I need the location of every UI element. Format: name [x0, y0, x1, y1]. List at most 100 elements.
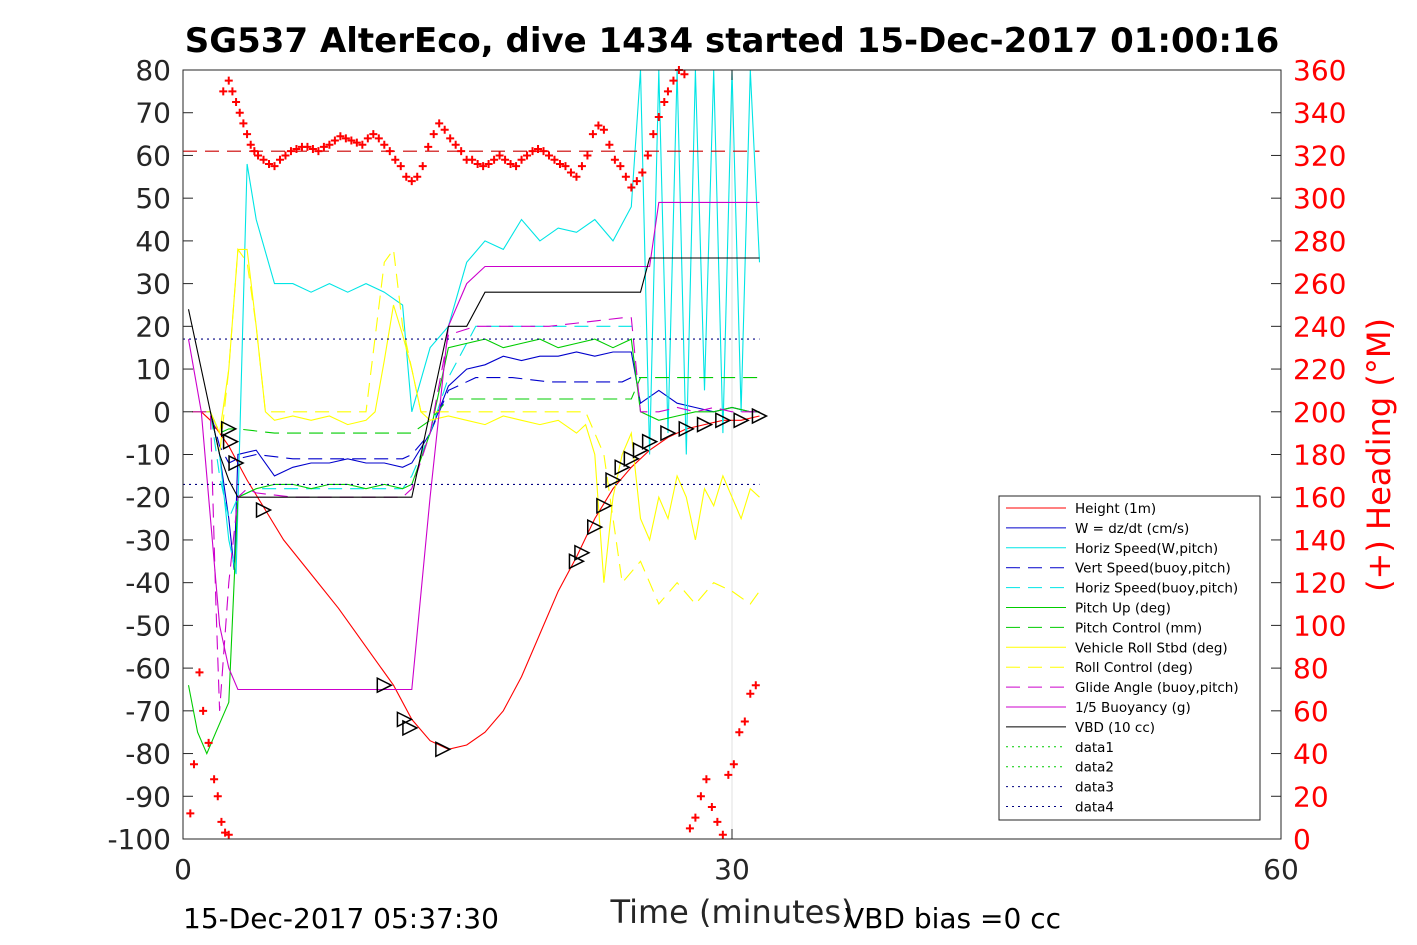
- dive-marker: [641, 433, 659, 450]
- right-tick-label: 240: [1293, 310, 1346, 343]
- heading-point: [407, 177, 416, 186]
- vbd-bias-label: VBD bias =0 cc: [845, 902, 1061, 935]
- legend-label: Glide Angle (buoy,pitch): [1075, 680, 1239, 696]
- dive-marker: [376, 676, 393, 694]
- heading-point: [517, 155, 526, 164]
- heading-point: [186, 809, 195, 818]
- right-axis-label: (+) Heading (°M): [1360, 318, 1398, 592]
- left-axis: 80 70 60 50 40 30 20 10 0 -10 -20 -30 -40 -50 -60 -70 -8…: [107, 54, 1281, 856]
- dive-marker: [733, 412, 750, 429]
- dive-marker: [574, 544, 591, 561]
- dive-marker: [660, 424, 677, 442]
- heading-point: [265, 159, 274, 168]
- heading-point: [534, 145, 543, 154]
- right-tick-label: 180: [1293, 439, 1346, 472]
- heading-point: [204, 738, 213, 747]
- heading-point: [325, 140, 334, 149]
- dive-marker: [715, 412, 732, 429]
- heading-point: [418, 162, 427, 171]
- heading-point: [259, 155, 268, 164]
- heading-point: [270, 162, 279, 171]
- heading-point: [195, 668, 204, 677]
- heading-point: [429, 130, 438, 139]
- heading-point: [495, 151, 504, 160]
- heading-point: [691, 813, 700, 822]
- chart-title: SG537 AlterEco, dive 1434 started 15-Dec…: [185, 21, 1280, 61]
- heading-point: [512, 162, 521, 171]
- heading-point: [363, 134, 372, 143]
- heading-point: [643, 151, 652, 160]
- heading-point: [545, 151, 553, 160]
- dive-marker: [222, 433, 240, 450]
- series-line-5: [187, 338, 760, 755]
- right-tick-label: 200: [1293, 396, 1346, 429]
- marker-layer: [221, 407, 769, 758]
- heading-point: [246, 140, 255, 149]
- heading-point: [219, 87, 228, 96]
- dive-marker: [596, 497, 613, 514]
- right-tick-label: 280: [1293, 225, 1346, 258]
- series-line-4: [192, 325, 641, 521]
- left-tick-label: -70: [125, 695, 171, 728]
- heading-point: [228, 87, 237, 96]
- heading-point: [275, 155, 284, 164]
- heading-point: [707, 802, 716, 811]
- heading-point: [660, 98, 669, 107]
- heading-point: [680, 70, 689, 79]
- legend-label: VBD (10 cc): [1075, 720, 1155, 736]
- heading-point: [599, 125, 608, 134]
- heading-point: [479, 162, 488, 171]
- right-tick-label: 320: [1293, 139, 1346, 172]
- heading-point: [588, 130, 597, 139]
- heading-point: [484, 159, 493, 168]
- left-tick-label: -90: [125, 780, 171, 813]
- legend: Height (1m) W = dz/dt (cm/s) Horiz Speed(W…: [998, 495, 1261, 821]
- right-tick-label: 140: [1293, 524, 1346, 557]
- legend-label: Pitch Up (deg): [1075, 601, 1171, 617]
- heading-point: [713, 817, 722, 826]
- heading-point: [555, 159, 564, 168]
- dive-marker: [632, 442, 650, 459]
- legend-label: Horiz Speed(W,pitch): [1075, 541, 1218, 557]
- x-axis-label: Time (minutes): [610, 893, 854, 931]
- heading-point: [735, 728, 744, 737]
- heading-point: [314, 147, 323, 156]
- right-tick-label: 0: [1293, 823, 1311, 856]
- legend-label: Height (1m): [1075, 501, 1156, 517]
- dive-marker: [587, 518, 604, 536]
- heading-point: [213, 792, 222, 801]
- heading-point: [632, 177, 641, 186]
- heading-point: [451, 140, 460, 149]
- left-tick-label: -40: [125, 567, 171, 600]
- heading-point: [501, 155, 510, 164]
- heading-point: [341, 134, 350, 143]
- heading-point: [352, 138, 361, 147]
- heading-point: [724, 770, 733, 779]
- heading-point: [685, 824, 694, 833]
- heading-point: [189, 760, 198, 769]
- right-axis: 3603403203002802602402202001801601401201…: [1293, 54, 1346, 856]
- right-tick-label: 60: [1293, 695, 1329, 728]
- series-layer: [183, 69, 761, 755]
- heading-point: [729, 760, 738, 769]
- dive-marker: [568, 553, 586, 570]
- left-tick-label: -100: [107, 823, 171, 856]
- left-tick-label: 70: [135, 97, 171, 130]
- dive-marker: [678, 420, 695, 438]
- right-tick-label: 300: [1293, 182, 1346, 215]
- heading-point: [308, 145, 317, 154]
- heading-point: [506, 159, 515, 168]
- right-tick-label: 120: [1293, 567, 1346, 600]
- heading-point: [468, 155, 477, 164]
- heading-point: [281, 151, 290, 160]
- heading-point: [385, 147, 394, 156]
- heading-point: [286, 147, 295, 156]
- heading-point: [199, 706, 208, 715]
- heading-point: [638, 168, 647, 177]
- right-tick-label: 360: [1293, 54, 1346, 87]
- left-tick-label: -30: [125, 524, 171, 557]
- heading-point: [235, 108, 244, 117]
- heading-point: [610, 155, 619, 164]
- heading-point: [490, 155, 499, 164]
